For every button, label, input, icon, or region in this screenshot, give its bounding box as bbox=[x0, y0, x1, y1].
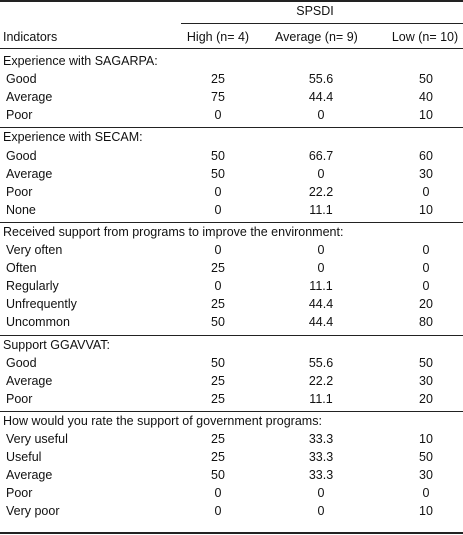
high-value: 0 bbox=[214, 504, 222, 519]
high-column-header: High (n= 4) bbox=[186, 30, 250, 44]
low-value: 10 bbox=[419, 504, 433, 519]
row-label: Average bbox=[6, 90, 53, 105]
average-value: 44.4 bbox=[308, 90, 334, 105]
high-value: 25 bbox=[211, 450, 225, 465]
section-divider bbox=[0, 334, 463, 336]
row-label: Very useful bbox=[6, 432, 68, 446]
high-value: 50 bbox=[211, 468, 225, 483]
row-label: Poor bbox=[6, 108, 33, 123]
average-value: 0 bbox=[317, 504, 325, 519]
low-value: 20 bbox=[419, 391, 433, 406]
high-value: 50 bbox=[211, 148, 225, 163]
section-divider bbox=[0, 410, 463, 412]
high-value: 0 bbox=[214, 243, 222, 257]
high-value: 25 bbox=[211, 391, 225, 406]
low-value: 0 bbox=[422, 243, 430, 257]
average-value: 0 bbox=[317, 166, 325, 181]
indicators-header: Indicators bbox=[3, 30, 58, 44]
row-label: Good bbox=[6, 72, 37, 87]
low-value: 30 bbox=[419, 468, 433, 483]
row-label: Regularly bbox=[6, 279, 59, 294]
low-value: 80 bbox=[419, 315, 433, 330]
row-label: Average bbox=[6, 373, 53, 388]
high-value: 50 bbox=[211, 315, 225, 330]
section-title: How would you rate the support of govern… bbox=[3, 413, 322, 428]
high-value: 0 bbox=[214, 108, 222, 123]
row-label: Good bbox=[6, 148, 37, 163]
average-value: 0 bbox=[317, 486, 325, 501]
section-title: Received support from programs to improv… bbox=[3, 224, 344, 239]
average-value: 44.4 bbox=[308, 297, 334, 312]
low-value: 50 bbox=[419, 355, 433, 370]
section-title: Support GGAVVAT: bbox=[3, 337, 110, 352]
average-value: 0 bbox=[317, 243, 325, 257]
average-value: 0 bbox=[317, 108, 325, 123]
low-value: 30 bbox=[419, 166, 433, 181]
high-value: 25 bbox=[211, 373, 225, 388]
low-value: 20 bbox=[419, 297, 433, 312]
high-value: 25 bbox=[211, 261, 225, 276]
low-column-header: Low (n= 10) bbox=[391, 30, 459, 44]
header-rule bbox=[0, 48, 463, 49]
average-value: 11.1 bbox=[309, 202, 333, 217]
bottom-rule bbox=[0, 532, 463, 534]
row-label: Uncommon bbox=[6, 315, 70, 330]
average-value: 11.1 bbox=[309, 391, 333, 406]
section-title: Experience with SECAM: bbox=[3, 130, 143, 145]
low-value: 0 bbox=[422, 184, 430, 199]
low-value: 0 bbox=[422, 261, 430, 276]
top-rule bbox=[0, 0, 463, 2]
average-value: 0 bbox=[317, 261, 325, 276]
row-label: Very often bbox=[6, 243, 63, 257]
row-label: Unfrequently bbox=[6, 297, 77, 312]
low-value: 10 bbox=[419, 108, 433, 123]
average-value: 44.4 bbox=[308, 315, 334, 330]
high-value: 50 bbox=[211, 166, 225, 181]
average-value: 22.2 bbox=[308, 184, 334, 199]
high-value: 25 bbox=[211, 72, 225, 87]
average-column-header: Average (n= 9) bbox=[275, 30, 358, 44]
average-value: 66.7 bbox=[308, 148, 334, 163]
row-label: Often bbox=[6, 261, 37, 276]
high-value: 25 bbox=[211, 432, 225, 446]
section-divider bbox=[0, 221, 463, 223]
high-value: 0 bbox=[214, 184, 222, 199]
section-divider bbox=[0, 127, 463, 129]
row-label: Good bbox=[6, 355, 37, 370]
average-value: 55.6 bbox=[308, 355, 334, 370]
high-value: 0 bbox=[214, 486, 222, 501]
row-label: Average bbox=[6, 166, 53, 181]
average-value: 33.3 bbox=[308, 468, 334, 483]
row-label: Very poor bbox=[6, 504, 60, 519]
row-label: Poor bbox=[6, 184, 33, 199]
high-value: 0 bbox=[214, 202, 222, 217]
low-value: 0 bbox=[422, 279, 430, 294]
spsdi-group-header: SPSDI bbox=[296, 4, 334, 18]
row-label: Average bbox=[6, 468, 53, 483]
group-header-rule bbox=[181, 23, 463, 24]
low-value: 60 bbox=[419, 148, 433, 163]
row-label: Poor bbox=[6, 486, 33, 501]
low-value: 50 bbox=[419, 72, 433, 87]
low-value: 10 bbox=[419, 432, 433, 446]
high-value: 75 bbox=[211, 90, 225, 105]
low-value: 10 bbox=[419, 202, 433, 217]
high-value: 0 bbox=[214, 279, 222, 294]
row-label: None bbox=[6, 202, 36, 217]
low-value: 50 bbox=[419, 450, 433, 465]
row-label: Useful bbox=[6, 450, 42, 465]
average-value: 33.3 bbox=[308, 450, 334, 465]
section-title: Experience with SAGARPA: bbox=[3, 54, 158, 68]
low-value: 0 bbox=[422, 486, 430, 501]
average-value: 22.2 bbox=[308, 373, 334, 388]
low-value: 30 bbox=[419, 373, 433, 388]
low-value: 40 bbox=[419, 90, 433, 105]
high-value: 50 bbox=[211, 355, 225, 370]
average-value: 33.3 bbox=[308, 432, 334, 446]
average-value: 11.1 bbox=[309, 279, 333, 294]
row-label: Poor bbox=[6, 391, 33, 406]
high-value: 25 bbox=[211, 297, 225, 312]
average-value: 55.6 bbox=[308, 72, 334, 87]
